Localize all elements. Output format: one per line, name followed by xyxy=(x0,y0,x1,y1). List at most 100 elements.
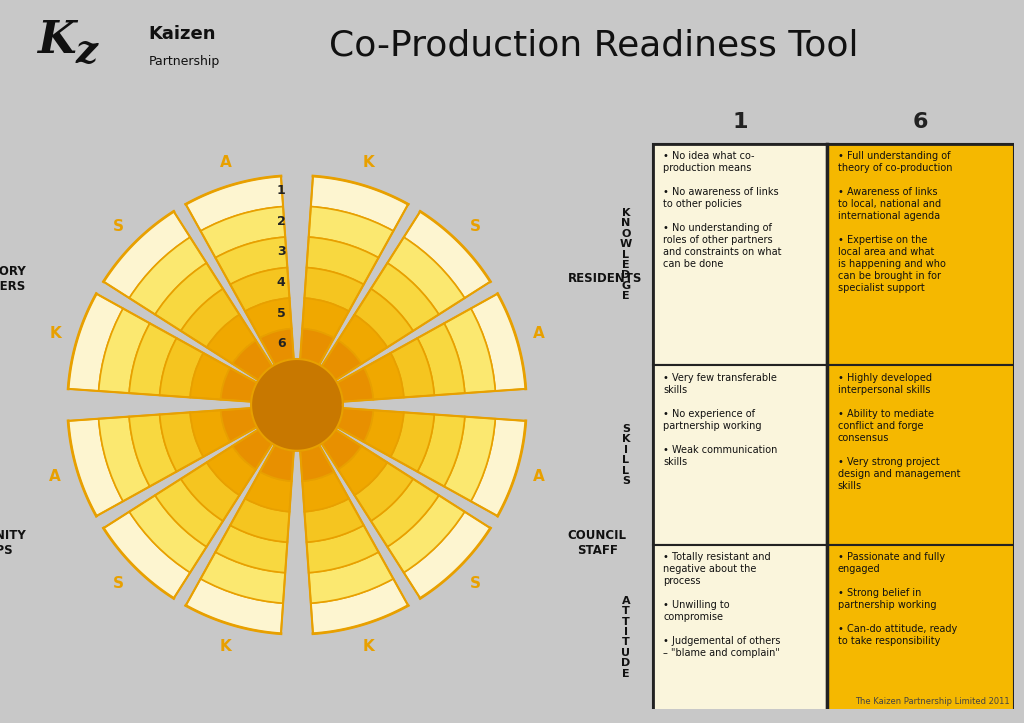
Wedge shape xyxy=(260,445,294,481)
Wedge shape xyxy=(337,408,373,442)
Wedge shape xyxy=(304,268,364,312)
Wedge shape xyxy=(181,288,240,347)
Wedge shape xyxy=(207,315,256,364)
Wedge shape xyxy=(160,412,204,471)
Wedge shape xyxy=(311,176,409,231)
Text: Partnership: Partnership xyxy=(148,55,220,68)
Text: 4: 4 xyxy=(276,276,286,289)
Text: 1: 1 xyxy=(276,184,286,197)
Text: 6: 6 xyxy=(276,337,286,350)
Wedge shape xyxy=(308,552,393,603)
Text: COMMUNITY
GROUPS: COMMUNITY GROUPS xyxy=(0,529,27,557)
Text: K: K xyxy=(362,639,375,654)
Wedge shape xyxy=(221,408,257,442)
Text: A
T
T
I
T
U
D
E: A T T I T U D E xyxy=(622,596,631,679)
Text: K: K xyxy=(219,639,231,654)
Wedge shape xyxy=(245,471,292,512)
Wedge shape xyxy=(471,294,525,391)
Wedge shape xyxy=(129,414,176,487)
Wedge shape xyxy=(338,315,387,364)
Text: • Full understanding of
theory of co-production

• Awareness of links
to local, : • Full understanding of theory of co-pro… xyxy=(838,151,952,293)
Text: • Highly developed
interpersonal skills

• Ability to mediate
conflict and forge: • Highly developed interpersonal skills … xyxy=(838,372,961,491)
Wedge shape xyxy=(364,410,403,457)
Wedge shape xyxy=(371,479,439,547)
Text: • No idea what co-
production means

• No awareness of links
to other policies

: • No idea what co- production means • No… xyxy=(664,151,781,269)
Wedge shape xyxy=(215,237,288,285)
Wedge shape xyxy=(185,578,283,633)
Wedge shape xyxy=(245,298,292,338)
Wedge shape xyxy=(337,368,373,402)
Wedge shape xyxy=(444,309,496,393)
Wedge shape xyxy=(306,525,379,573)
FancyBboxPatch shape xyxy=(653,144,827,365)
FancyBboxPatch shape xyxy=(653,544,827,723)
FancyBboxPatch shape xyxy=(827,365,1014,544)
Wedge shape xyxy=(302,298,349,338)
Text: Kaizen: Kaizen xyxy=(148,25,216,43)
Wedge shape xyxy=(69,294,123,391)
Wedge shape xyxy=(418,323,465,395)
Text: The Kaizen Partnership Limited 2011: The Kaizen Partnership Limited 2011 xyxy=(855,696,1010,706)
Text: S: S xyxy=(113,219,124,234)
Wedge shape xyxy=(221,368,257,402)
Text: RESIDENTS: RESIDENTS xyxy=(567,273,642,285)
Wedge shape xyxy=(354,288,413,347)
Wedge shape xyxy=(304,498,364,542)
Text: K: K xyxy=(49,326,60,341)
Wedge shape xyxy=(232,429,272,469)
Wedge shape xyxy=(371,263,439,331)
Wedge shape xyxy=(230,498,290,542)
Wedge shape xyxy=(302,471,349,512)
Text: K: K xyxy=(37,20,76,62)
Text: z: z xyxy=(76,33,98,72)
Wedge shape xyxy=(306,237,379,285)
Text: • Very few transferable
skills

• No experience of
partnership working

• Weak c: • Very few transferable skills • No expe… xyxy=(664,372,777,466)
FancyBboxPatch shape xyxy=(827,144,1014,365)
Wedge shape xyxy=(300,329,334,365)
Text: K
N
O
W
L
E
D
G
E: K N O W L E D G E xyxy=(620,208,632,301)
Text: S: S xyxy=(113,576,124,591)
Wedge shape xyxy=(471,419,525,516)
Wedge shape xyxy=(387,495,465,573)
Wedge shape xyxy=(322,341,361,380)
Wedge shape xyxy=(322,429,361,469)
Wedge shape xyxy=(338,446,387,495)
Wedge shape xyxy=(207,446,256,495)
Wedge shape xyxy=(354,463,413,521)
Text: A: A xyxy=(534,326,545,341)
Wedge shape xyxy=(155,479,223,547)
Text: 1: 1 xyxy=(732,113,748,132)
Text: 3: 3 xyxy=(276,246,286,258)
FancyBboxPatch shape xyxy=(827,544,1014,723)
Wedge shape xyxy=(98,309,150,393)
Wedge shape xyxy=(311,578,409,633)
Wedge shape xyxy=(260,329,294,365)
Text: S
K
I
L
L
S: S K I L L S xyxy=(622,424,630,486)
Wedge shape xyxy=(201,207,286,258)
Wedge shape xyxy=(403,211,490,298)
Text: K: K xyxy=(362,155,375,171)
Wedge shape xyxy=(103,512,190,599)
Wedge shape xyxy=(418,414,465,487)
Text: S: S xyxy=(470,576,481,591)
Wedge shape xyxy=(129,495,207,573)
Text: • Passionate and fully
engaged

• Strong belief in
partnership working

• Can-do: • Passionate and fully engaged • Strong … xyxy=(838,552,956,646)
Text: 2: 2 xyxy=(276,215,286,228)
Wedge shape xyxy=(300,445,334,481)
Circle shape xyxy=(251,359,343,450)
Wedge shape xyxy=(201,552,286,603)
Wedge shape xyxy=(103,211,190,298)
FancyBboxPatch shape xyxy=(653,365,827,544)
Text: • Totally resistant and
negative about the
process

• Unwilling to
compromise

•: • Totally resistant and negative about t… xyxy=(664,552,780,658)
Wedge shape xyxy=(403,512,490,599)
Wedge shape xyxy=(215,525,288,573)
Wedge shape xyxy=(232,341,272,380)
Text: A: A xyxy=(49,469,60,484)
Text: A: A xyxy=(219,155,231,171)
Wedge shape xyxy=(98,416,150,501)
Text: Co-Production Readiness Tool: Co-Production Readiness Tool xyxy=(329,28,859,62)
Wedge shape xyxy=(230,268,290,312)
Text: A: A xyxy=(534,469,545,484)
Text: 6: 6 xyxy=(912,113,928,132)
Wedge shape xyxy=(129,237,207,315)
